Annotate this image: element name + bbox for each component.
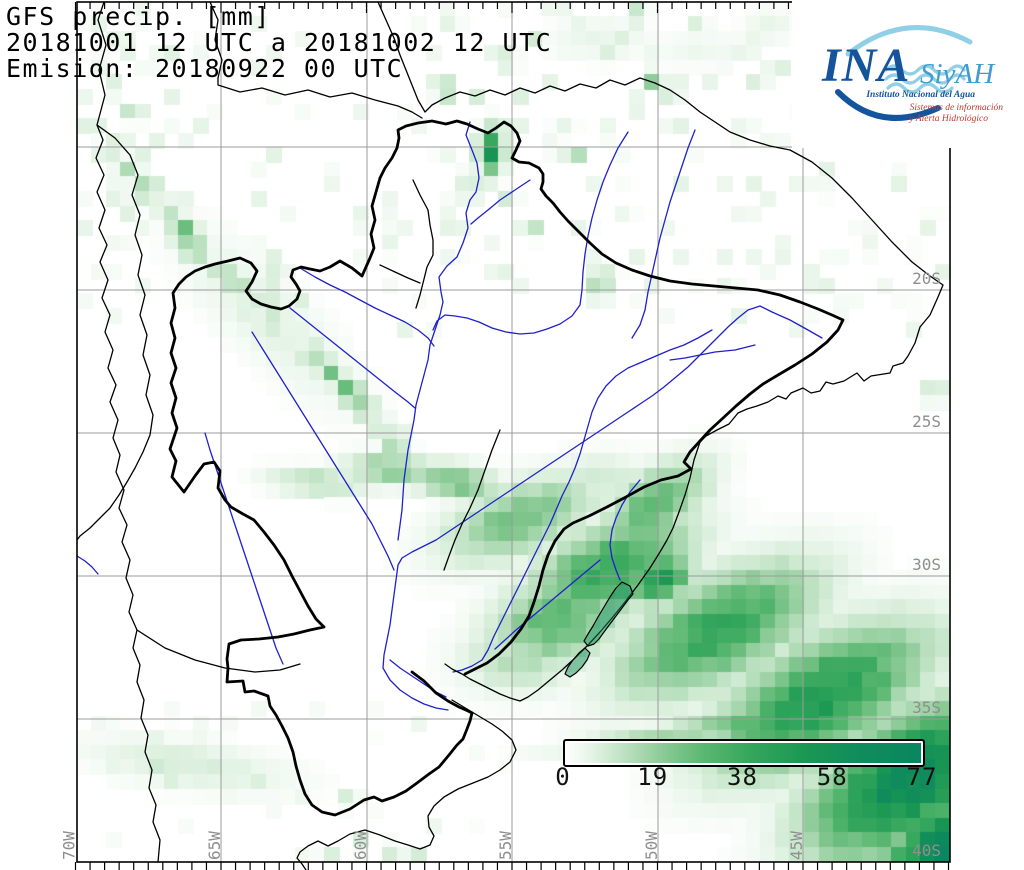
border — [443, 429, 501, 571]
river — [289, 307, 416, 409]
lon-label: 55W — [496, 831, 515, 860]
river — [631, 129, 696, 339]
colorbar-value: 38 — [727, 763, 758, 791]
lon-label: 60W — [351, 831, 370, 860]
border — [95, 1, 161, 863]
river — [389, 659, 447, 698]
colorbar-value: 77 — [906, 763, 938, 791]
ina-siyah-logo: INA SiyAH Instituto Nacional del Agua Si… — [792, 0, 1024, 148]
logo-subtitle-1: Sistemas de información — [909, 103, 1003, 113]
colorbar-value: 0 — [555, 763, 571, 791]
lon-label: 45W — [787, 831, 806, 860]
border — [76, 124, 154, 541]
lagoon — [583, 581, 634, 647]
river — [76, 555, 99, 575]
border — [412, 179, 434, 309]
lon-label: 70W — [60, 831, 79, 860]
logo-acronym: INA — [822, 39, 911, 92]
title-emission: Emision: 20180922 00 UTC — [6, 54, 404, 83]
logo-product-name: SiyAH — [920, 58, 995, 90]
river — [382, 305, 823, 711]
lat-label: 40S — [912, 841, 941, 860]
border — [379, 264, 421, 284]
basin-boundary — [410, 670, 474, 715]
map-frame — [76, 1, 951, 863]
border — [296, 699, 517, 870]
logo-arcs-and-waves-icon — [835, 25, 973, 121]
title-valid-period: 20181001 12 UTC a 20181002 12 UTC — [6, 28, 553, 57]
colorbar-value: 19 — [637, 763, 669, 791]
lon-label: 65W — [205, 831, 224, 860]
title-variable: GFS precip. [mm] — [6, 2, 271, 31]
river — [251, 331, 395, 571]
lat-label: 30S — [912, 555, 941, 574]
border — [444, 149, 944, 702]
river — [609, 479, 641, 581]
logo-subtitle-2: y Alerta Hidrológico — [909, 114, 988, 124]
border — [209, 1, 423, 119]
river — [669, 344, 756, 361]
lat-label: 20S — [912, 269, 941, 288]
river — [452, 329, 713, 673]
border — [377, 1, 791, 151]
river — [299, 267, 435, 347]
river — [204, 432, 284, 665]
basin-boundary — [463, 439, 702, 676]
lagoon — [564, 647, 591, 678]
lat-label: 35S — [912, 698, 941, 717]
precipitation-colorbar — [563, 739, 925, 767]
river — [470, 179, 531, 225]
logo-org-name: Instituto Nacional del Agua — [866, 90, 975, 100]
colorbar-value: 58 — [816, 763, 848, 791]
river — [432, 131, 629, 335]
river — [494, 559, 601, 650]
basin-boundary — [378, 119, 845, 443]
border — [136, 629, 301, 673]
basin-boundary — [168, 176, 474, 817]
lat-label: 25S — [912, 412, 941, 431]
map-title-block: GFS precip. [mm] 20181001 12 UTC a 201810… — [6, 4, 552, 82]
river — [397, 121, 480, 541]
lon-label: 50W — [642, 831, 661, 860]
